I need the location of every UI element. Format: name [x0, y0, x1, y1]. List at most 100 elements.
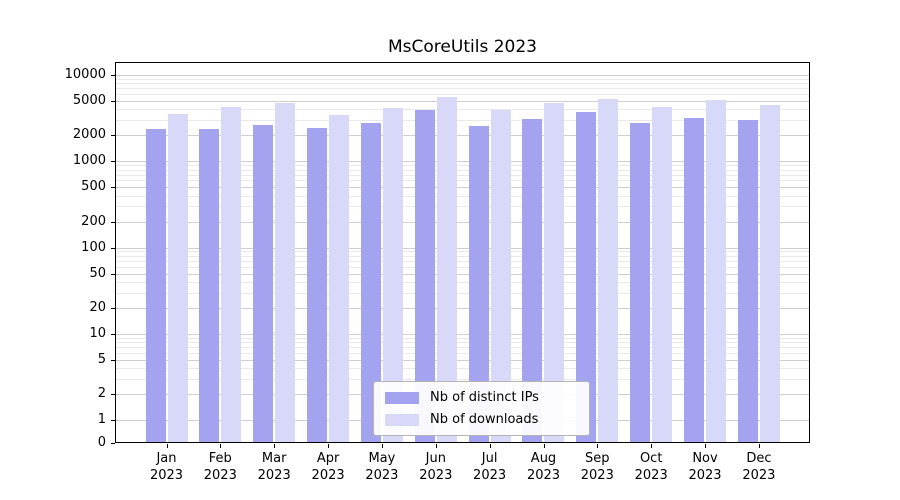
- x-tick-label-oct: Oct 2023: [619, 450, 683, 484]
- y-tick-label: 200: [81, 213, 106, 229]
- x-tick-mark: [597, 444, 599, 448]
- gridline-minor: [115, 281, 810, 283]
- x-tick-year: 2023: [365, 468, 399, 483]
- bar-feb-distinct-ips: [199, 128, 220, 443]
- bar-feb-downloads: [221, 106, 242, 443]
- x-tick-label-sep: Sep 2023: [565, 450, 629, 484]
- y-tick-mark: [111, 135, 115, 137]
- gridline-minor: [115, 195, 810, 197]
- x-tick-label-aug: Aug 2023: [512, 450, 576, 484]
- y-tick-mark: [111, 161, 115, 163]
- x-tick-label-may: May 2023: [350, 450, 414, 484]
- y-tick-label: 500: [81, 179, 106, 195]
- y-tick-mark: [111, 333, 115, 335]
- bar-sep-downloads: [598, 98, 619, 443]
- gridline-major: [115, 161, 810, 163]
- legend-item-distinct-ips: Nb of distinct IPs: [385, 390, 575, 405]
- y-tick-label: 20: [89, 299, 106, 315]
- gridline-minor: [115, 165, 810, 167]
- x-tick-year: 2023: [742, 468, 776, 483]
- y-tick-mark: [111, 101, 115, 102]
- gridline-major: [115, 273, 810, 275]
- gridline-minor: [115, 83, 810, 85]
- bar-jan-downloads: [167, 114, 188, 443]
- gridline-major: [115, 333, 810, 335]
- gridline-minor: [115, 174, 810, 176]
- y-tick-mark: [111, 221, 115, 223]
- legend-item-downloads: Nb of downloads: [385, 412, 575, 427]
- legend-label-downloads: Nb of downloads: [430, 412, 539, 427]
- bar-jan-distinct-ips: [145, 129, 166, 443]
- y-tick-mark: [111, 394, 115, 395]
- x-tick-label-jan: Jan 2023: [135, 450, 199, 484]
- gridline-major: [115, 359, 810, 361]
- bar-aug-distinct-ips: [522, 118, 543, 443]
- plot-area: Nb of distinct IPs Nb of downloads: [115, 62, 810, 443]
- gridline-minor: [115, 169, 810, 171]
- gridline-minor: [115, 251, 810, 253]
- x-tick-mark: [543, 444, 545, 448]
- x-tick-label-jul: Jul 2023: [458, 450, 522, 484]
- gridline-major: [115, 75, 810, 76]
- x-tick-mark: [705, 444, 706, 448]
- gridline-minor: [115, 88, 810, 90]
- bar-dec-distinct-ips: [737, 120, 758, 443]
- x-tick-year: 2023: [473, 468, 507, 483]
- x-tick-month: Aug: [530, 451, 557, 466]
- x-tick-year: 2023: [526, 468, 561, 483]
- bar-mar-downloads: [275, 102, 296, 443]
- x-tick-mark: [328, 444, 330, 448]
- y-tick-label: 1000: [72, 153, 106, 169]
- gridline-major: [115, 307, 810, 309]
- y-tick-label: 2: [97, 386, 106, 401]
- bar-oct-distinct-ips: [630, 123, 651, 443]
- bar-jun-downloads: [436, 97, 457, 443]
- gridline-minor: [115, 292, 810, 294]
- x-tick-label-nov: Nov 2023: [673, 450, 737, 484]
- legend-swatch-distinct-ips: [385, 391, 419, 404]
- x-tick-year: 2023: [419, 468, 453, 483]
- bar-jul-distinct-ips: [468, 126, 489, 443]
- gridline-minor: [115, 109, 810, 111]
- bar-nov-distinct-ips: [684, 117, 704, 443]
- bar-nov-downloads: [706, 99, 726, 443]
- bar-dec-downloads: [759, 104, 780, 443]
- x-tick-mark: [489, 444, 491, 448]
- bar-apr-downloads: [329, 114, 350, 443]
- gridline-minor: [115, 206, 810, 208]
- bar-may-downloads: [382, 107, 403, 443]
- gridline-minor: [115, 180, 810, 182]
- gridline-major: [115, 101, 810, 102]
- bar-may-distinct-ips: [360, 123, 381, 443]
- y-tick-mark: [111, 420, 115, 421]
- gridline-minor: [115, 266, 810, 268]
- x-tick-month: Feb: [208, 451, 232, 466]
- bar-jun-distinct-ips: [414, 110, 435, 443]
- gridline-minor: [115, 337, 810, 339]
- y-tick-mark: [111, 187, 115, 189]
- y-tick-label: 10000: [64, 67, 106, 82]
- chart-title: MsCoreUtils 2023: [388, 37, 537, 57]
- legend-swatch-downloads: [385, 413, 419, 426]
- gridline-major: [115, 247, 810, 249]
- x-tick-year: 2023: [203, 468, 237, 483]
- x-tick-mark: [166, 444, 168, 448]
- gridline-minor: [115, 342, 810, 344]
- y-tick-mark: [111, 307, 115, 309]
- x-tick-year: 2023: [634, 468, 668, 483]
- bar-aug-downloads: [544, 102, 565, 443]
- legend: Nb of distinct IPs Nb of downloads: [373, 381, 590, 436]
- x-tick-year: 2023: [311, 468, 345, 483]
- x-tick-mark: [274, 444, 276, 448]
- x-tick-year: 2023: [149, 468, 184, 483]
- gridline-major: [115, 135, 810, 137]
- x-tick-month: Apr: [316, 451, 340, 466]
- gridline-minor: [115, 78, 810, 80]
- x-tick-month: Dec: [746, 451, 772, 466]
- bar-apr-distinct-ips: [307, 127, 328, 443]
- y-tick-label: 10: [89, 325, 106, 341]
- x-tick-label-jun: Jun 2023: [404, 450, 468, 484]
- y-tick-label: 5000: [72, 93, 106, 108]
- y-tick-label: 0: [97, 435, 106, 450]
